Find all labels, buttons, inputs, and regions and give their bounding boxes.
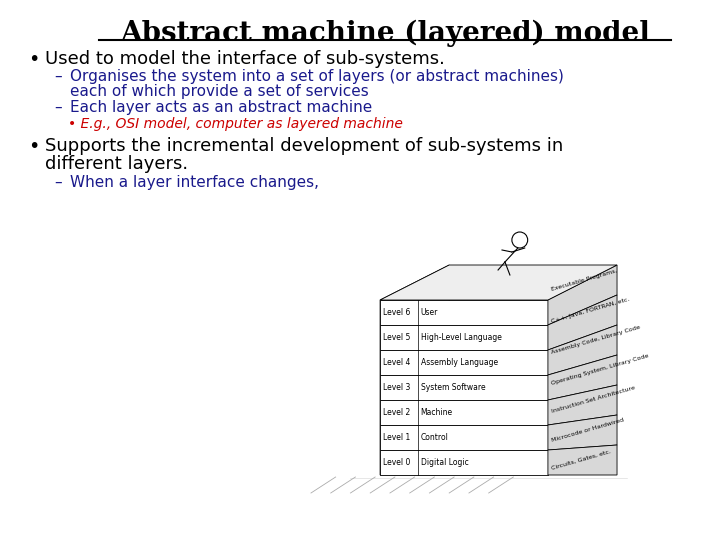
Text: C++, Java, FORTRAN, etc.: C++, Java, FORTRAN, etc. (551, 296, 631, 323)
Text: Level 5: Level 5 (383, 333, 410, 342)
Text: Used to model the interface of sub-systems.: Used to model the interface of sub-syste… (45, 50, 445, 68)
Polygon shape (380, 265, 617, 300)
Text: Assembly Language: Assembly Language (420, 358, 498, 367)
Text: Level 1: Level 1 (383, 433, 410, 442)
Text: Machine: Machine (420, 408, 453, 417)
Polygon shape (380, 350, 548, 375)
Polygon shape (548, 355, 617, 400)
Text: each of which provide a set of services: each of which provide a set of services (70, 84, 369, 99)
Text: Digital Logic: Digital Logic (420, 458, 468, 467)
Polygon shape (548, 385, 617, 425)
Text: Executable Programs,: Executable Programs, (551, 268, 618, 292)
Polygon shape (380, 450, 548, 475)
Polygon shape (380, 265, 449, 475)
Text: Supports the incremental development of sub-systems in: Supports the incremental development of … (45, 137, 564, 155)
Polygon shape (380, 325, 548, 350)
Text: Instruction Set Architecture: Instruction Set Architecture (551, 386, 636, 414)
Text: User: User (420, 308, 438, 317)
Text: –: – (54, 100, 62, 115)
Text: • E.g., OSI model, computer as layered machine: • E.g., OSI model, computer as layered m… (68, 117, 403, 131)
Text: Operating System, Library Code: Operating System, Library Code (551, 354, 649, 386)
Polygon shape (548, 445, 617, 475)
Text: Level 0: Level 0 (383, 458, 410, 467)
Polygon shape (548, 415, 617, 450)
Text: Each layer acts as an abstract machine: Each layer acts as an abstract machine (70, 100, 372, 115)
Text: Assembly Code, Library Code: Assembly Code, Library Code (551, 325, 642, 355)
Text: •: • (27, 50, 39, 69)
Text: Level 6: Level 6 (383, 308, 410, 317)
Text: Abstract machine (layered) model: Abstract machine (layered) model (120, 20, 650, 48)
Text: Level 3: Level 3 (383, 383, 410, 392)
Text: Control: Control (420, 433, 449, 442)
Text: Level 4: Level 4 (383, 358, 410, 367)
Polygon shape (548, 325, 617, 375)
Polygon shape (548, 265, 617, 325)
Text: When a layer interface changes,: When a layer interface changes, (70, 175, 319, 190)
Text: Microcode or Hardwired: Microcode or Hardwired (551, 417, 624, 443)
Polygon shape (380, 300, 548, 325)
Text: Circuits, Gates, etc.: Circuits, Gates, etc. (551, 449, 612, 471)
Polygon shape (380, 425, 548, 450)
Text: Organises the system into a set of layers (or abstract machines): Organises the system into a set of layer… (70, 69, 564, 84)
Polygon shape (380, 400, 548, 425)
Polygon shape (380, 375, 548, 400)
Text: High-Level Language: High-Level Language (420, 333, 501, 342)
Text: System Software: System Software (420, 383, 485, 392)
Text: Level 2: Level 2 (383, 408, 410, 417)
Text: –: – (54, 69, 62, 84)
Text: –: – (54, 175, 62, 190)
Text: different layers.: different layers. (45, 155, 189, 173)
Text: •: • (27, 137, 39, 156)
Polygon shape (548, 295, 617, 350)
